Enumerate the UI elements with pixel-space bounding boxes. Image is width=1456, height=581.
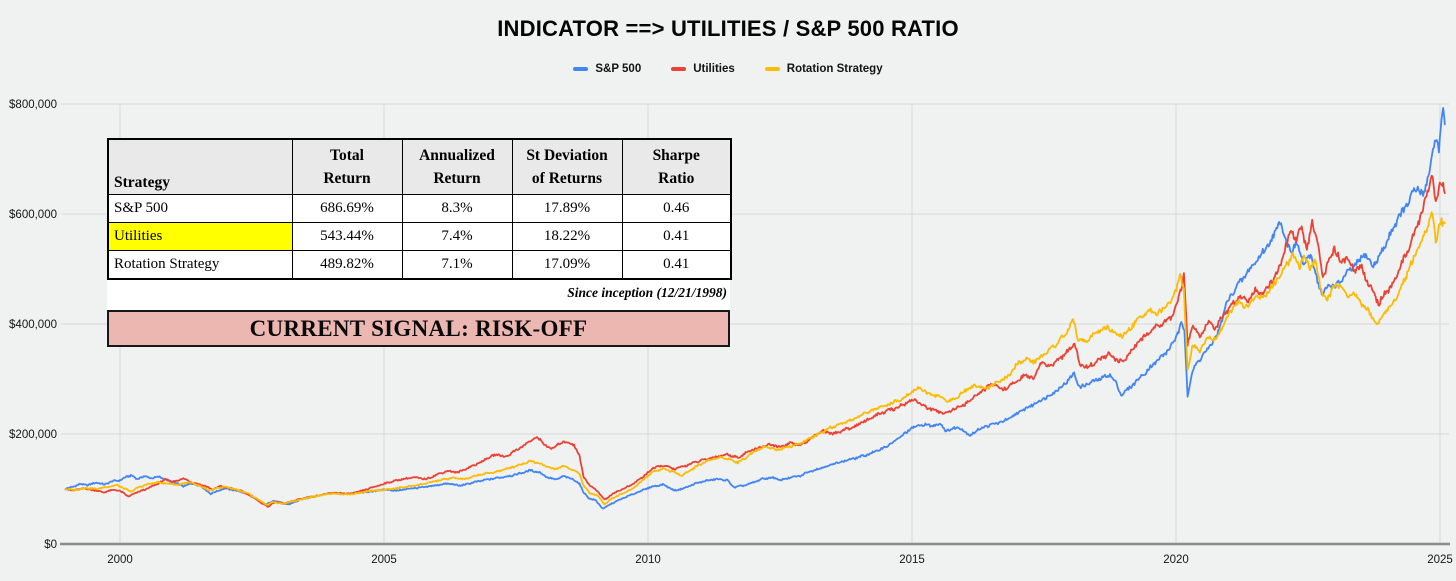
x-tick-label: 2015	[899, 554, 925, 566]
table-row: S&P 500 686.69% 8.3% 17.89% 0.46	[107, 194, 732, 223]
strategy-name-cell: S&P 500	[107, 194, 293, 223]
x-tick-label: 2020	[1163, 554, 1189, 566]
series-line-rotation-strategy	[64, 211, 1446, 506]
stat-value-cell: 0.41	[621, 250, 732, 280]
table-row: Utilities 543.44% 7.4% 18.22% 0.41	[107, 222, 732, 251]
legend-label: Utilities	[693, 63, 735, 75]
column-header: Sharpe Ratio	[621, 138, 732, 195]
y-tick-label: $0	[44, 539, 57, 551]
legend-swatch-icon	[573, 67, 589, 71]
x-tick-label: 2010	[635, 554, 661, 566]
x-tick-label: 2005	[371, 554, 397, 566]
stat-value-cell: 0.46	[621, 194, 732, 223]
legend-label: S&P 500	[595, 63, 642, 75]
signal-banner-text: CURRENT SIGNAL: RISK-OFF	[249, 315, 588, 341]
stat-value-cell: 489.82%	[291, 250, 403, 280]
legend-item-rotation-strategy: Rotation Strategy	[764, 63, 883, 75]
legend-label: Rotation Strategy	[786, 63, 883, 75]
strategy-name-cell: Rotation Strategy	[107, 250, 293, 280]
strategy-name-cell: Utilities	[107, 222, 293, 251]
legend-swatch-icon	[764, 67, 780, 71]
x-tick-label: 2000	[107, 554, 133, 566]
y-tick-label: $200,000	[9, 429, 57, 441]
stats-panel: Strategy Total Return Annualized Return St De…	[107, 138, 732, 310]
stats-table: Strategy Total Return Annualized Return St De…	[107, 138, 732, 280]
stat-value-cell: 686.69%	[291, 194, 403, 223]
stat-value-cell: 7.1%	[401, 250, 513, 280]
legend-item-s-p-500: S&P 500	[573, 63, 641, 75]
stat-value-cell: 8.3%	[401, 194, 513, 223]
column-header: Total Return	[291, 138, 403, 195]
table-row: Rotation Strategy 489.82% 7.1% 17.09% 0.41	[107, 250, 732, 280]
column-header: St Deviation of Returns	[511, 138, 623, 195]
column-header: Annualized Return	[401, 138, 513, 195]
stat-value-cell: 17.89%	[511, 194, 623, 223]
legend-swatch-icon	[671, 67, 687, 71]
chart-title: INDICATOR ==> UTILITIES / S&P 500 RATIO	[497, 16, 959, 41]
legend-item-utilities: Utilities	[671, 63, 735, 75]
x-tick-label: 2025	[1427, 554, 1453, 566]
strategy-column-header: Strategy	[107, 138, 293, 195]
y-tick-label: $400,000	[9, 319, 57, 331]
signal-banner: CURRENT SIGNAL: RISK-OFF	[107, 310, 730, 347]
stat-value-cell: 0.41	[621, 222, 732, 251]
stat-value-cell: 17.09%	[511, 250, 623, 280]
chart-legend: S&P 500 Utilities Rotation Strategy	[0, 63, 1456, 75]
table-header-row: Strategy Total Return Annualized Return St De…	[107, 138, 732, 195]
y-tick-label: $600,000	[9, 209, 57, 221]
stat-value-cell: 7.4%	[401, 222, 513, 251]
inception-note: Since inception (12/21/1998)	[567, 285, 727, 300]
stat-value-cell: 18.22%	[511, 222, 623, 251]
y-tick-label: $800,000	[9, 99, 57, 111]
stat-value-cell: 543.44%	[291, 222, 403, 251]
